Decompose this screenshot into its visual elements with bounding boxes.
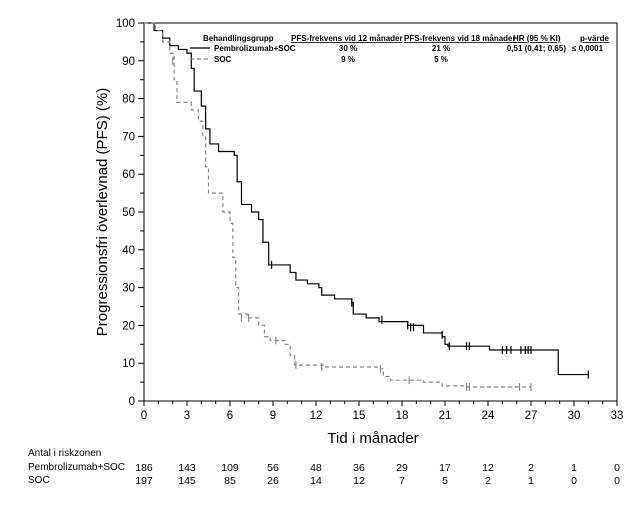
y-axis: 0 10 20 30 40 50 60 70 80 90 100: [116, 18, 144, 408]
x-tick-label: 12: [310, 410, 323, 422]
y-tick-label: 50: [122, 207, 135, 219]
x-tick-label: 9: [270, 410, 276, 422]
risk-value: 12: [353, 475, 365, 487]
legend-label-soc: SOC: [214, 55, 232, 64]
y-tick-label: 70: [122, 131, 135, 143]
y-tick-label: 60: [122, 169, 135, 181]
x-tick-label: 18: [396, 410, 409, 422]
risk-value: 56: [267, 462, 279, 474]
x-tick-label: 15: [353, 410, 366, 422]
legend-soc-pfs12: 9 %: [341, 55, 355, 64]
y-tick-label: 0: [129, 396, 135, 408]
y-tick-label: 40: [122, 245, 135, 257]
risk-value: 7: [399, 475, 405, 487]
risk-table-title: Antal i riskzonen: [28, 448, 102, 459]
curve-pembrolizumab-soc: [144, 22, 589, 376]
y-tick-label: 10: [122, 358, 135, 370]
risk-value: 0: [571, 475, 577, 487]
y-axis-title: Progressionsfri överlevnad (PFS) (%): [94, 88, 111, 336]
legend-label-pembro: Pembrolizumab+SOC: [214, 44, 296, 53]
x-tick-label: 21: [439, 410, 452, 422]
curves: [144, 22, 589, 392]
x-tick-label: 3: [184, 410, 190, 422]
x-tick-label: 24: [482, 410, 495, 422]
risk-value: 48: [310, 462, 322, 474]
risk-value: 0: [614, 475, 620, 487]
y-tick-label: 30: [122, 283, 135, 295]
risk-row-label-pembro: Pembrolizumab+SOC: [28, 462, 125, 473]
risk-value: 145: [178, 475, 196, 487]
legend-header-group: Behandlingsgrupp: [203, 34, 274, 43]
legend-pembro-p: ≤ 0,0001: [572, 44, 604, 53]
y-tick-label: 100: [116, 18, 135, 30]
y-tick-label: 20: [122, 320, 135, 332]
risk-value: 1: [528, 475, 534, 487]
x-axis-title: Tid i månader: [327, 430, 418, 447]
risk-value: 5: [442, 475, 448, 487]
legend-header-p: p-värde: [580, 34, 609, 43]
risk-value: 0: [614, 462, 620, 474]
x-tick-label: 27: [525, 410, 538, 422]
legend-header-pfs12: PFS-frekvens vid 12 månader: [291, 34, 403, 43]
x-tick-label: 33: [611, 410, 624, 422]
legend: Behandlingsgrupp PFS-frekvens vid 12 mån…: [190, 34, 609, 64]
x-axis: 0 3 6 9 12 15 18 21 24 27 30 33: [141, 401, 624, 422]
legend-pembro-pfs12: 30 %: [339, 44, 357, 53]
plot-frame: [143, 22, 618, 402]
risk-value: 26: [267, 475, 279, 487]
legend-pembro-pfs18: 21 %: [432, 44, 450, 53]
legend-pembro-hr: 0,51 (0,41; 0,65): [507, 44, 566, 53]
risk-row-label-soc: SOC: [28, 475, 50, 486]
risk-value: 143: [178, 462, 196, 474]
risk-value: 197: [135, 475, 153, 487]
legend-header-pfs18: PFS-frekvens vid 18 månader: [404, 34, 516, 43]
risk-value: 14: [310, 475, 322, 487]
risk-value: 2: [528, 462, 534, 474]
curve-soc: [144, 22, 531, 388]
risk-value: 85: [224, 475, 236, 487]
risk-value: 2: [485, 475, 491, 487]
risk-value: 29: [396, 462, 408, 474]
risk-value: 17: [439, 462, 451, 474]
risk-value: 36: [353, 462, 365, 474]
risk-value: 1: [571, 462, 577, 474]
x-tick-label: 6: [227, 410, 233, 422]
x-tick-label: 30: [568, 410, 581, 422]
legend-soc-pfs18: 5 %: [434, 55, 448, 64]
risk-value: 186: [135, 462, 153, 474]
x-tick-label: 0: [141, 410, 147, 422]
y-tick-label: 90: [122, 56, 135, 68]
y-tick-label: 80: [122, 94, 135, 106]
legend-header-hr: HR (95 % KI): [513, 34, 561, 43]
risk-value: 12: [482, 462, 494, 474]
risk-value: 109: [221, 462, 239, 474]
